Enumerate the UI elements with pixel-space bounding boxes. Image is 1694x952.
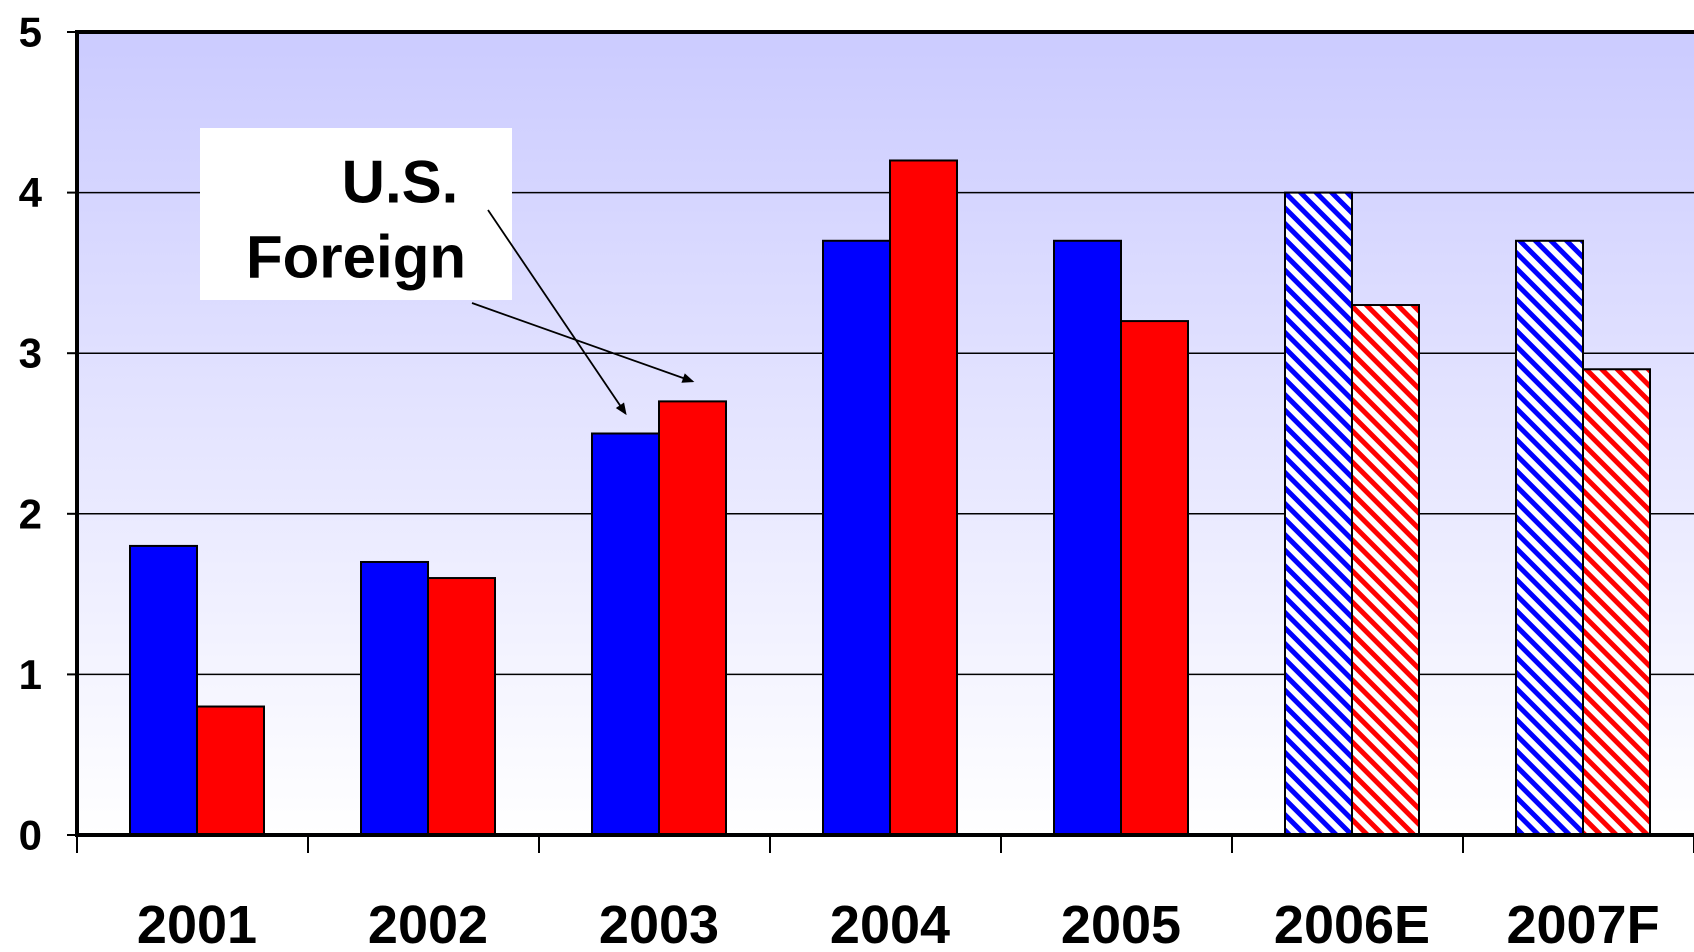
- legend-label-foreign: Foreign: [246, 224, 466, 291]
- legend-label-us: U.S.: [342, 149, 459, 216]
- bar-us-2001: [129, 544, 198, 836]
- bar-foreign-2005: [1120, 320, 1189, 836]
- x-tick-label-2004: 2004: [830, 895, 950, 947]
- bar-foreign-2002: [427, 577, 496, 836]
- bar-us-2005: [1053, 239, 1122, 836]
- bar-foreign-2006E: [1351, 304, 1420, 836]
- y-tick-label-4: 4: [19, 169, 43, 216]
- y-tick-label-0: 0: [19, 812, 42, 859]
- bar-foreign-2003: [658, 400, 727, 836]
- legend-arrow-us: [487, 209, 627, 416]
- axes: [67, 30, 1694, 853]
- bars: [129, 159, 1651, 837]
- bar-us-2003: [591, 432, 660, 836]
- legend-arrow-foreign: [471, 302, 695, 383]
- x-tick-label-2007F: 2007F: [1506, 895, 1659, 947]
- tick-labels: 0 1 2 3 4 5 2001 2002 2003 2004 2005 2006E 2007F: [19, 9, 1660, 952]
- y-tick-label-3: 3: [19, 330, 42, 377]
- y-tick-label-5: 5: [19, 9, 42, 56]
- x-tick-label-2001: 2001: [137, 895, 257, 947]
- x-tick-label-2003: 2003: [599, 895, 719, 947]
- x-tick-label-2005: 2005: [1061, 895, 1181, 947]
- bar-us-2004: [822, 239, 891, 836]
- legend-box: [200, 128, 512, 300]
- bar-foreign-2004: [889, 159, 958, 837]
- bar-us-2007F: [1515, 239, 1584, 836]
- x-tick-label-2006E: 2006E: [1274, 895, 1430, 947]
- bar-us-2006E: [1284, 191, 1353, 837]
- bar-us-2002: [360, 560, 429, 836]
- bar-foreign-2001: [196, 705, 265, 837]
- y-tick-label-1: 1: [19, 651, 42, 698]
- legend: U.S. Foreign: [200, 128, 695, 416]
- y-tick-label-2: 2: [19, 490, 42, 537]
- bar-foreign-2007F: [1582, 368, 1651, 836]
- x-tick-label-2002: 2002: [368, 895, 488, 947]
